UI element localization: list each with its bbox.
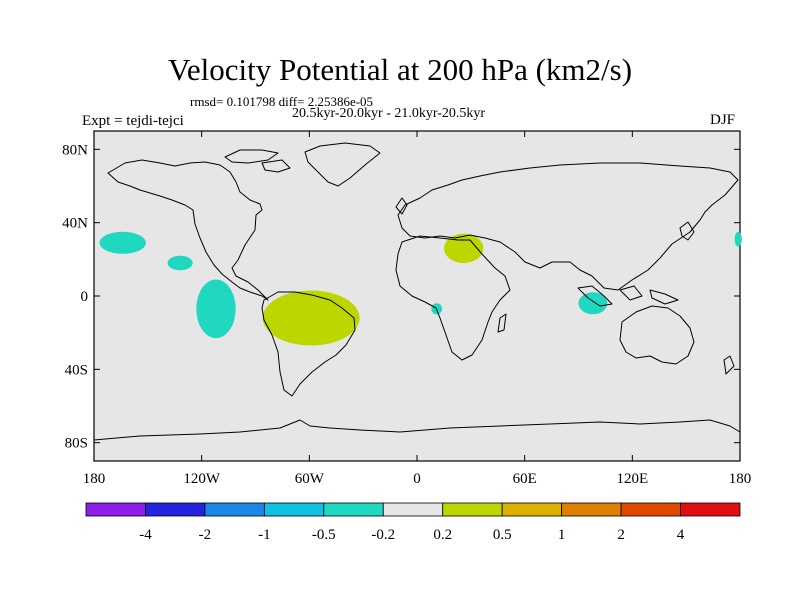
- colorbar-box: [382, 502, 444, 517]
- rmsd-diff-stats: rmsd= 0.101798 diff= 2.25386e-05: [190, 94, 374, 109]
- coastlines: [93, 142, 741, 441]
- colorbar-box: [145, 502, 206, 517]
- australia-coast: [619, 305, 695, 365]
- colorbar-box: [561, 502, 622, 517]
- lat-tick-label: 40N: [62, 216, 88, 232]
- map-frame: [93, 130, 741, 462]
- greenland-coast: [304, 142, 381, 187]
- anomaly-south-america-positive: [262, 290, 360, 346]
- colorbar-label: 2: [617, 527, 625, 543]
- africa-coast: [395, 235, 511, 361]
- lat-tick-label: 0: [81, 289, 89, 305]
- plot-title: Velocity Potential at 200 hPa (km2/s): [167, 52, 633, 87]
- colorbar-label: -1: [258, 527, 271, 543]
- longitude-axis: 180 120W 60W 0 60E 120E 180: [83, 131, 752, 487]
- lon-tick-label: 60E: [513, 471, 537, 487]
- lon-tick-label: 60W: [295, 471, 325, 487]
- anomaly-north-africa-positive: [444, 233, 484, 263]
- season-label: DJF: [710, 112, 736, 128]
- north-america-coast: [107, 159, 269, 301]
- madagascar-coast: [497, 313, 507, 333]
- colorbar-label: 4: [677, 527, 685, 543]
- anomaly-layer: [99, 231, 742, 346]
- japan-coast: [679, 221, 695, 241]
- colorbar-label: -4: [139, 527, 152, 543]
- anomaly-east-pacific-negative: [167, 255, 193, 271]
- antarctica-coast: [93, 419, 741, 441]
- lon-tick-label: 120W: [183, 471, 221, 487]
- arctic-islands: [224, 149, 291, 173]
- colorbar-label: -2: [199, 527, 212, 543]
- experiment-label: Expt = tejdi-tejci: [82, 113, 184, 129]
- uk-coast: [395, 197, 408, 215]
- colorbar-box: [85, 502, 146, 517]
- anomaly-south-pacific-negative: [196, 279, 236, 339]
- colorbar-box: [442, 502, 503, 517]
- lat-tick-label: 40S: [65, 362, 88, 378]
- latitude-axis: 80N 40N 0 40S 80S: [62, 142, 740, 452]
- colorbar-box: [620, 502, 681, 517]
- south-america-coast: [261, 291, 356, 397]
- lon-tick-label: 180: [83, 471, 106, 487]
- new-zealand-coast: [723, 355, 735, 375]
- colorbar-box: [323, 502, 384, 517]
- colorbar: -4 -2 -1 -0.5 -0.2 0.2 0.5 1 2 4: [85, 502, 741, 543]
- colorbar-box: [204, 502, 265, 517]
- indonesia-coast: [577, 285, 679, 307]
- colorbar-box: [263, 502, 325, 517]
- lon-tick-label: 0: [413, 471, 421, 487]
- colorbar-label: -0.5: [312, 527, 336, 543]
- colorbar-label: 0.2: [433, 527, 452, 543]
- colorbar-label: 1: [558, 527, 566, 543]
- colorbar-label: 0.5: [493, 527, 512, 543]
- colorbar-box: [501, 502, 563, 517]
- colorbar-box: [680, 502, 741, 517]
- lat-tick-label: 80S: [65, 436, 88, 452]
- lon-tick-label: 180: [729, 471, 752, 487]
- period-label: 20.5kyr-20.0kyr - 21.0kyr-20.5kyr: [292, 106, 486, 121]
- anomaly-indian-ocean-negative: [578, 292, 608, 315]
- lat-tick-label: 80N: [62, 142, 88, 158]
- anomaly-north-pacific-negative: [99, 231, 146, 254]
- anomaly-date-line-negative: [734, 231, 742, 247]
- eurasia-coast: [397, 162, 739, 291]
- lon-tick-label: 120E: [616, 471, 648, 487]
- colorbar-label: -0.2: [371, 527, 395, 543]
